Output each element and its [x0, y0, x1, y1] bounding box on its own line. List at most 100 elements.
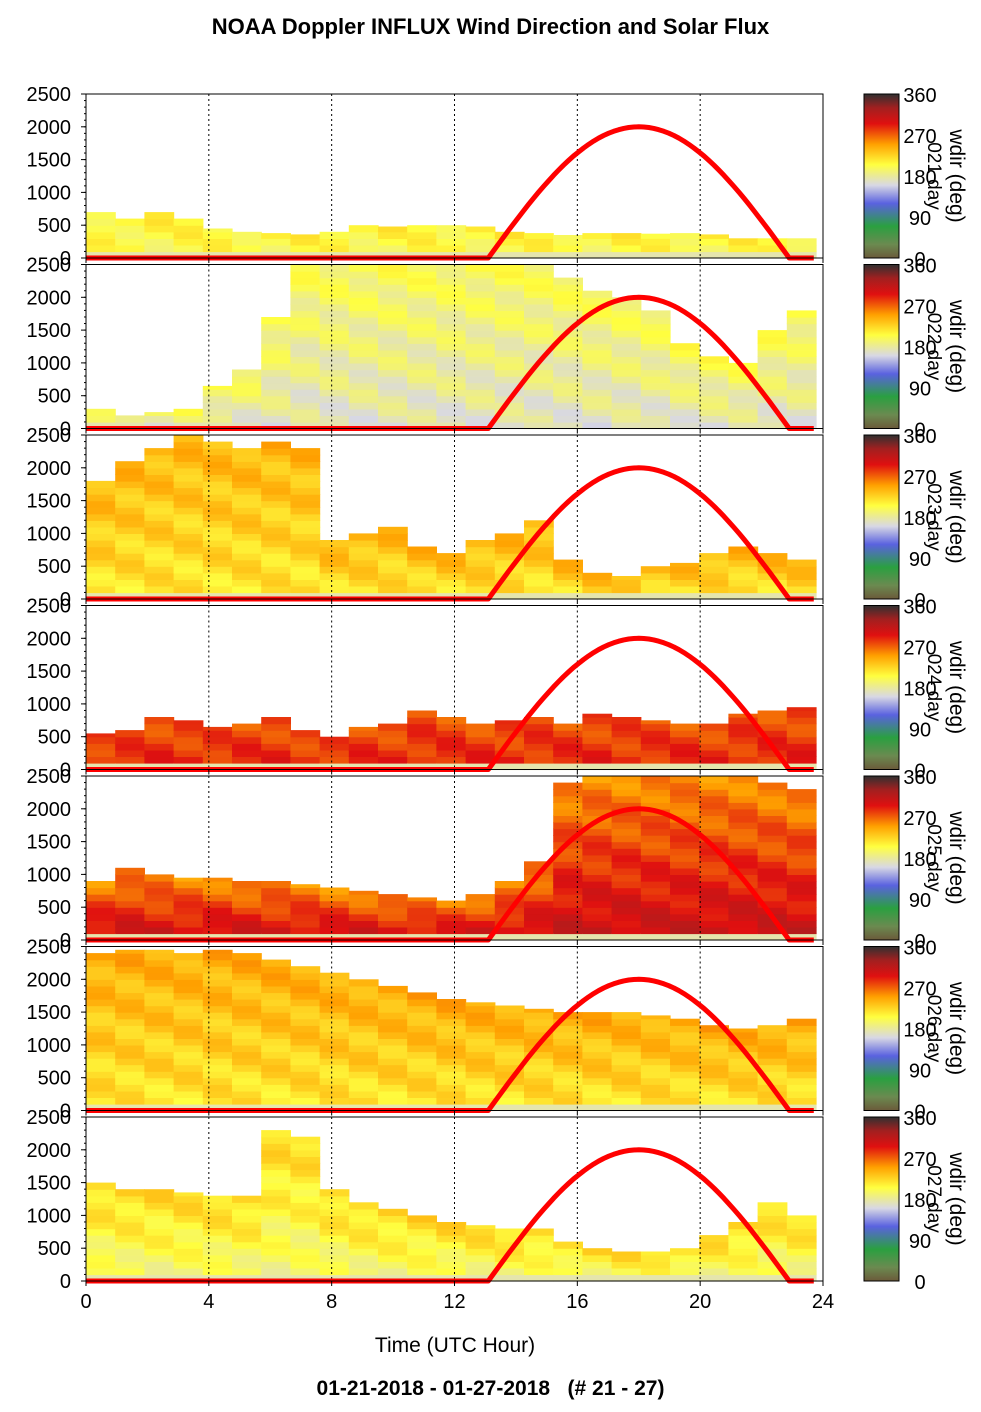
- heat-cell: [348, 585, 379, 594]
- y-tick-label: 2500: [27, 1107, 72, 1129]
- y-tick-label: 2000: [27, 458, 72, 480]
- heat-cell: [290, 290, 321, 298]
- solar-flux-curve: [86, 635, 814, 772]
- heat-cell: [378, 592, 408, 600]
- heat-cell: [757, 920, 788, 928]
- heat-cell: [728, 881, 759, 889]
- colorbar-tick-label: 270: [903, 297, 936, 319]
- heat-cell: [319, 1071, 350, 1079]
- heat-cell: [436, 238, 467, 246]
- heat-cell: [261, 933, 291, 941]
- y-tick-label: 2000: [27, 628, 72, 650]
- heat-cell: [202, 1241, 233, 1249]
- y-tick-label: 2000: [27, 287, 72, 309]
- heat-cell: [290, 1208, 321, 1216]
- heat-cell: [553, 881, 583, 889]
- heat-cell: [757, 1090, 788, 1098]
- heat-cell: [378, 1012, 408, 1020]
- heat-cell: [144, 743, 175, 751]
- heat-cell: [786, 762, 817, 771]
- heat-cell: [670, 244, 700, 253]
- heat-cell: [465, 303, 496, 312]
- y-tick-label: 2500: [27, 596, 72, 618]
- heat-cell: [290, 1071, 321, 1079]
- heat-cell: [582, 1077, 613, 1085]
- heat-cell: [582, 376, 613, 384]
- heat-cell: [202, 933, 233, 941]
- heat-cell: [232, 881, 262, 889]
- heat-cell: [202, 244, 233, 253]
- heat-cell: [670, 1018, 700, 1026]
- heat-cell: [494, 290, 525, 298]
- heat-cell: [728, 782, 759, 790]
- heat-cell: [290, 592, 321, 600]
- heat-cell: [232, 1090, 262, 1098]
- heat-cell: [757, 1025, 788, 1033]
- heat-cell: [173, 1012, 204, 1020]
- heat-cell: [348, 926, 379, 935]
- heat-cell: [494, 1274, 525, 1282]
- heat-cell: [524, 1012, 554, 1020]
- heat-cell: [290, 553, 321, 561]
- heat-cell: [202, 467, 233, 475]
- heat-cell: [86, 972, 116, 980]
- heat-cell: [786, 585, 817, 594]
- heat-cell: [699, 795, 729, 803]
- heat-cell: [611, 723, 642, 731]
- heat-cell: [319, 887, 350, 895]
- heat-cell: [173, 559, 204, 567]
- heat-cell: [611, 1090, 642, 1098]
- heat-cell: [115, 480, 145, 489]
- heat-cell: [144, 999, 175, 1007]
- heat-cell: [173, 533, 204, 541]
- heat-cell: [115, 513, 145, 521]
- heat-cell: [582, 402, 613, 410]
- heat-cell: [670, 762, 700, 771]
- heat-cell: [611, 717, 642, 725]
- y-tick-label: 0: [60, 589, 71, 611]
- heat-cell: [436, 343, 467, 351]
- heat-cell: [786, 867, 817, 875]
- heat-cell: [786, 317, 817, 325]
- heat-cell: [786, 1235, 817, 1243]
- heat-cell: [378, 1097, 408, 1105]
- heat-cell: [319, 1235, 350, 1243]
- heat-cell: [611, 238, 642, 246]
- heat-cell: [611, 376, 642, 384]
- heat-cell: [378, 1005, 408, 1013]
- heat-cell: [144, 913, 175, 921]
- heat-cell: [86, 592, 116, 600]
- colorbar-tick-label: 360: [903, 85, 936, 107]
- heat-cell: [582, 592, 613, 600]
- heat-cell: [86, 421, 116, 430]
- heat-cell: [261, 585, 291, 594]
- heat-cell: [553, 572, 583, 580]
- heat-cell: [757, 251, 788, 259]
- heat-cell: [115, 559, 145, 567]
- heat-cell: [319, 546, 350, 554]
- heat-cell: [319, 933, 350, 941]
- heat-cell: [465, 736, 496, 744]
- heat-cell: [436, 1261, 467, 1269]
- heat-cell: [670, 756, 700, 764]
- heat-cell: [786, 1038, 817, 1046]
- heat-cell: [290, 343, 321, 351]
- heat-cell: [670, 1025, 700, 1033]
- heat-cell: [524, 408, 554, 416]
- heat-cell: [407, 317, 437, 325]
- date-range-footer: 01-21-2018 - 01-27-2018 (# 21 - 27): [316, 1377, 665, 1400]
- y-tick-label: 0: [60, 930, 71, 952]
- heat-cell: [786, 1215, 817, 1223]
- heat-cell: [524, 1008, 554, 1013]
- heat-cell: [670, 376, 700, 384]
- heat-cell: [202, 1228, 233, 1236]
- heat-cell: [494, 1012, 525, 1020]
- heat-cell: [670, 841, 700, 849]
- heat-cell: [144, 736, 175, 744]
- heat-cell: [757, 861, 788, 869]
- heat-cell: [144, 874, 175, 882]
- heat-cell: [465, 330, 496, 338]
- heat-cell: [144, 1064, 175, 1072]
- heat-cell: [494, 244, 525, 253]
- heat-cell: [348, 238, 379, 246]
